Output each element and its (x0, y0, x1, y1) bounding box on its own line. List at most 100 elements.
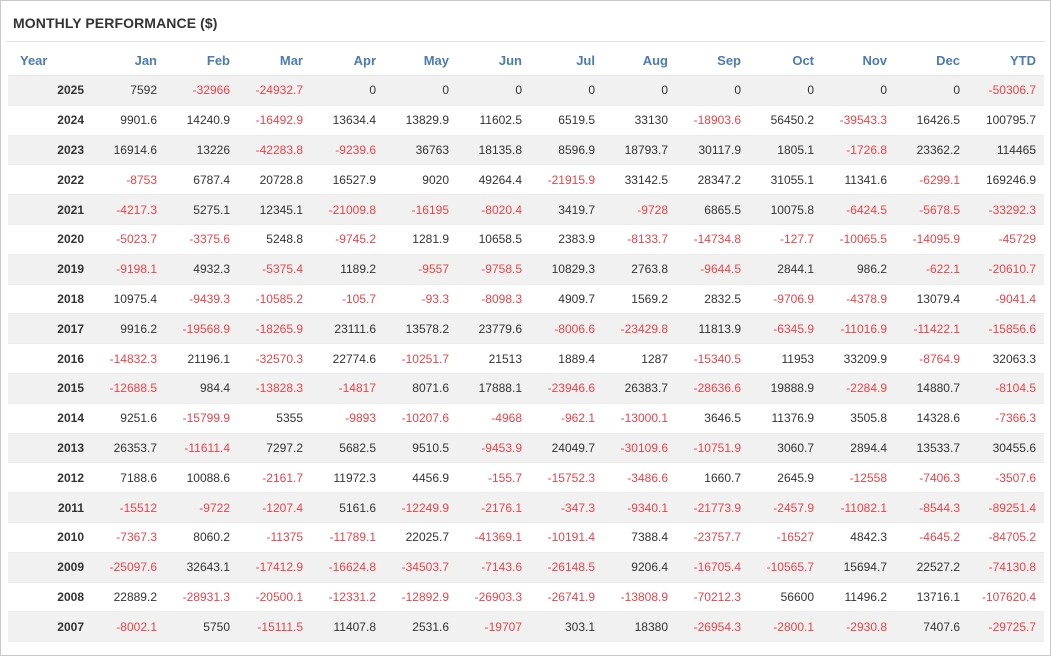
value-cell-oct: 1805.1 (749, 135, 822, 166)
value-cell-may: 9510.5 (384, 433, 457, 464)
value-cell-feb: -9722 (165, 492, 238, 523)
value-cell-feb: 14240.9 (165, 105, 238, 136)
value-cell-dec: 13716.1 (895, 582, 968, 613)
value-cell-nov: 2894.4 (822, 433, 895, 464)
value-cell-jul: 6519.5 (530, 105, 603, 136)
value-cell-sep: -28636.6 (676, 373, 749, 404)
value-cell-nov: -6424.5 (822, 194, 895, 225)
value-cell-feb: 13226 (165, 135, 238, 166)
value-cell-ytd: -15856.6 (968, 313, 1044, 345)
year-cell: 2009 (8, 552, 92, 583)
column-header-apr: Apr (311, 46, 384, 76)
value-cell-jul: -8006.6 (530, 313, 603, 345)
year-cell: 2011 (8, 492, 92, 523)
value-cell-sep: -15340.5 (676, 343, 749, 374)
year-cell: 2013 (8, 433, 92, 464)
value-cell-jan: -5023.7 (92, 224, 165, 255)
table-row: 2023 16914.6 13226 -42283.8 -9239.6 36763 1813… (8, 135, 1044, 166)
value-cell-jul: 1889.4 (530, 343, 603, 374)
value-cell-ytd: 100795.7 (968, 105, 1044, 136)
year-cell: 2024 (8, 105, 92, 136)
value-cell-sep: -26954.3 (676, 611, 749, 643)
year-cell: 2025 (8, 75, 92, 106)
value-cell-sep: 6865.5 (676, 194, 749, 225)
column-header-mar: Mar (238, 46, 311, 76)
table-row: 2010 -7367.3 8060.2 -11375 -11789.1 22025.7 -4… (8, 522, 1044, 553)
column-header-sep: Sep (676, 46, 749, 76)
year-cell: 2007 (8, 611, 92, 643)
value-cell-jun: -7143.6 (457, 552, 530, 583)
value-cell-ytd: 32063.3 (968, 343, 1044, 374)
value-cell-nov: -10065.5 (822, 224, 895, 255)
value-cell-mar: 20728.8 (238, 164, 311, 196)
table-row: 2025 7592 -32966 -24932.7 0 0 0 0 0 0 0 0 0 -50306.7 (8, 75, 1044, 106)
value-cell-jun: 11602.5 (457, 105, 530, 136)
value-cell-jan: -7367.3 (92, 522, 165, 553)
value-cell-apr: -12331.2 (311, 582, 384, 613)
value-cell-mar: -24932.7 (238, 75, 311, 106)
value-cell-aug: 33142.5 (603, 164, 676, 196)
value-cell-apr: -9745.2 (311, 224, 384, 255)
year-cell: 2020 (8, 224, 92, 255)
value-cell-jan: 9901.6 (92, 105, 165, 136)
value-cell-ytd: -45729 (968, 224, 1044, 255)
value-cell-dec: -8544.3 (895, 492, 968, 523)
value-cell-aug: 1287 (603, 343, 676, 374)
value-cell-nov: 33209.9 (822, 343, 895, 374)
value-cell-apr: 22774.6 (311, 343, 384, 374)
value-cell-jan: 16914.6 (92, 135, 165, 166)
value-cell-jul: 303.1 (530, 611, 603, 643)
value-cell-feb: -9439.3 (165, 284, 238, 315)
value-cell-oct: 11376.9 (749, 403, 822, 434)
value-cell-oct: -10565.7 (749, 552, 822, 583)
value-cell-mar: -10585.2 (238, 284, 311, 315)
value-cell-oct: -9706.9 (749, 284, 822, 315)
value-cell-nov: -12558 (822, 462, 895, 494)
value-cell-mar: -18265.9 (238, 313, 311, 345)
value-cell-apr: 5682.5 (311, 433, 384, 464)
value-cell-dec: 13533.7 (895, 433, 968, 464)
value-cell-jul: -26148.5 (530, 552, 603, 583)
value-cell-feb: -3375.6 (165, 224, 238, 255)
value-cell-apr: -14817 (311, 373, 384, 404)
value-cell-oct: -16527 (749, 522, 822, 553)
value-cell-nov: -2284.9 (822, 373, 895, 404)
year-cell: 2023 (8, 135, 92, 166)
value-cell-feb: 5275.1 (165, 194, 238, 225)
table-row: 2009 -25097.6 32643.1 -17412.9 -16624.8 -3450… (8, 552, 1044, 583)
value-cell-nov: 0 (822, 75, 895, 106)
value-cell-sep: 3646.5 (676, 403, 749, 434)
value-cell-oct: 2645.9 (749, 462, 822, 494)
value-cell-jan: 26353.7 (92, 433, 165, 464)
value-cell-apr: -11789.1 (311, 522, 384, 553)
value-cell-aug: 1569.2 (603, 284, 676, 315)
value-cell-sep: -9644.5 (676, 254, 749, 285)
year-cell: 2008 (8, 582, 92, 613)
table-row: 2017 9916.2 -19568.9 -18265.9 23111.6 13578.2… (8, 313, 1044, 345)
table-row: 2021 -4217.3 5275.1 12345.1 -21009.8 -16195 -8… (8, 194, 1044, 225)
value-cell-apr: 13634.4 (311, 105, 384, 136)
value-cell-oct: 56450.2 (749, 105, 822, 136)
value-cell-oct: 2844.1 (749, 254, 822, 285)
value-cell-oct: 0 (749, 75, 822, 106)
value-cell-aug: -30109.6 (603, 433, 676, 464)
value-cell-mar: -2161.7 (238, 462, 311, 494)
value-cell-jul: 24049.7 (530, 433, 603, 464)
value-cell-ytd: 30455.6 (968, 433, 1044, 464)
value-cell-sep: 1660.7 (676, 462, 749, 494)
value-cell-jan: 9251.6 (92, 403, 165, 434)
value-cell-dec: -4645.2 (895, 522, 968, 553)
title-divider (6, 41, 1045, 42)
value-cell-ytd: -8104.5 (968, 373, 1044, 404)
value-cell-dec: -11422.1 (895, 313, 968, 345)
value-cell-apr: -9893 (311, 403, 384, 434)
value-cell-apr: 11972.3 (311, 462, 384, 494)
value-cell-feb: 6787.4 (165, 164, 238, 196)
value-cell-nov: -1726.8 (822, 135, 895, 166)
monthly-performance-table: Year Jan Feb Mar Apr May Jun Jul Aug Sep Oct Nov Dec… (8, 46, 1044, 643)
value-cell-jan: 22889.2 (92, 582, 165, 613)
value-cell-mar: 5248.8 (238, 224, 311, 255)
value-cell-sep: -18903.6 (676, 105, 749, 136)
value-cell-oct: -6345.9 (749, 313, 822, 345)
